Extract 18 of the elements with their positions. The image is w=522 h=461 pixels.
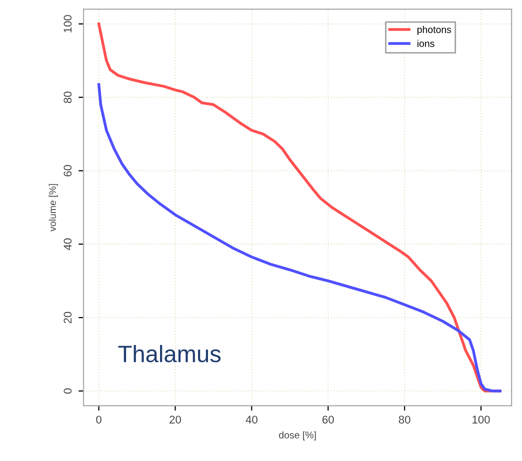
x-tick-label: 0 [96,416,102,424]
legend-label: photons [417,26,452,35]
x-tick-label: 100 [472,416,490,424]
y-tick-label: 20 [64,312,72,324]
y-tick-label: 100 [64,15,72,32]
y-tick-label: 80 [64,92,72,104]
line-series [97,83,502,392]
x-tick-label: 40 [246,416,258,424]
y-tick-label: 0 [64,388,72,394]
x-tick-label: 60 [322,416,334,424]
x-axis-title: dose [%] [279,431,316,440]
legend-label: ions [418,40,434,47]
y-axis-title: volume [%] [48,184,58,232]
annotation: Thalamus [118,344,221,362]
x-tick-label: 80 [398,416,410,424]
y-tick-label: 40 [64,238,72,250]
y-tick-label: 60 [64,164,72,176]
x-tick-label: 20 [170,416,181,424]
